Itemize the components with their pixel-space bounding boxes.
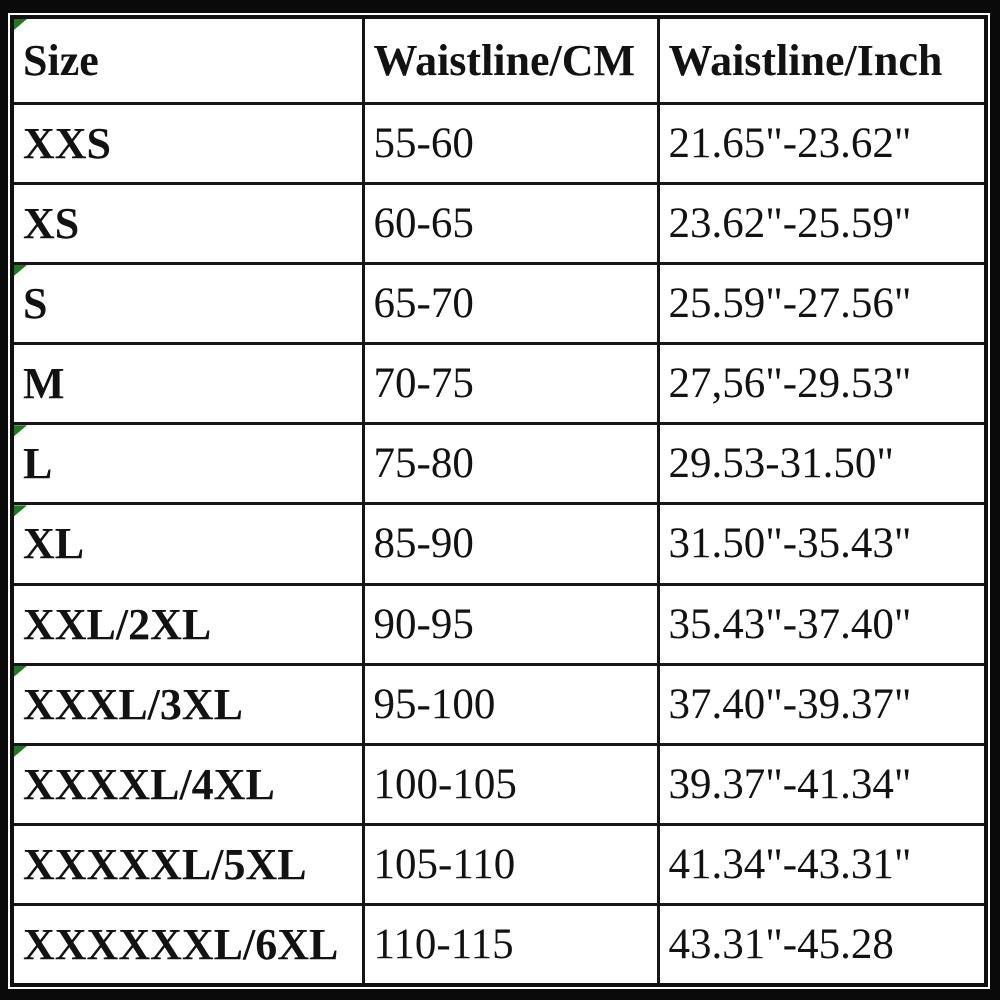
table-row: XS 60-65 23.62"-25.59" (10, 181, 988, 265)
size-label: L (23, 439, 53, 489)
size-cell: M (10, 342, 365, 426)
size-label: XXL/2XL (23, 599, 212, 649)
corner-marker-icon (15, 20, 27, 30)
waistline-cm-cell: 60-65 (361, 181, 660, 265)
waistline-cm-cell: 55-60 (361, 101, 660, 185)
table-row: M 70-75 27,56"-29.53" (10, 342, 988, 426)
size-cell: XXXXL/4XL (10, 742, 365, 827)
size-label: XL (23, 519, 85, 569)
waistline-inch-cell: 23.62"-25.59" (656, 181, 988, 265)
size-cell: XXL/2XL (10, 582, 365, 666)
waistline-inch-cell: 41.34"-43.31" (656, 823, 988, 907)
column-header-waistline-cm: Waistline/CM (361, 15, 660, 105)
waistline-cm-cell: 65-70 (361, 261, 660, 346)
waistline-inch-cell: 27,56"-29.53" (656, 342, 988, 426)
waistline-cm-cell: 95-100 (361, 662, 660, 746)
size-cell: XS (10, 181, 365, 265)
waistline-cm-cell: 70-75 (361, 342, 660, 426)
column-header-waistline-inch: Waistline/Inch (656, 15, 988, 105)
size-cell: XXXXXL/5XL (10, 823, 365, 907)
table-row: XXXXL/4XL 100-105 39.37"-41.34" (10, 742, 988, 827)
corner-marker-icon (15, 747, 27, 757)
corner-marker-icon (15, 667, 27, 677)
waistline-cm-cell: 110-115 (361, 903, 660, 987)
size-cell: XXXXXXL/6XL (10, 903, 365, 987)
column-header-label: Waistline/CM (373, 35, 636, 85)
waistline-inch-cell: 29.53-31.50" (656, 422, 988, 506)
size-cell: XXS (10, 101, 365, 185)
waistline-inch-cell: 35.43"-37.40" (656, 582, 988, 666)
header-row: Size Waistline/CM Waistline/Inch (10, 15, 988, 105)
size-label: XXXXXL/5XL (23, 840, 307, 890)
size-label: XXS (23, 118, 112, 168)
waistline-inch-cell: 21.65"-23.62" (656, 101, 988, 185)
waistline-inch-cell: 25.59"-27.56" (656, 261, 988, 346)
column-header-size: Size (10, 15, 365, 105)
size-label: XXXXXXL/6XL (23, 920, 339, 970)
size-chart-table: Size Waistline/CM Waistline/Inch XXS 55-… (10, 15, 988, 987)
size-cell: L (10, 422, 365, 506)
table-row: XXL/2XL 90-95 35.43"-37.40" (10, 582, 988, 666)
size-label: M (23, 359, 65, 409)
table-row: S 65-70 25.59"-27.56" (10, 261, 988, 346)
waistline-inch-cell: 37.40"-39.37" (656, 662, 988, 746)
size-label: XXXXL/4XL (23, 759, 275, 809)
waistline-cm-cell: 85-90 (361, 502, 660, 586)
column-header-label: Waistline/Inch (668, 35, 943, 85)
table-row: XXXXXXL/6XL 110-115 43.31"-45.28 (10, 903, 988, 987)
waistline-inch-cell: 39.37"-41.34" (656, 742, 988, 827)
size-cell: S (10, 261, 365, 346)
waistline-cm-cell: 105-110 (361, 823, 660, 907)
table-row: XXXL/3XL 95-100 37.40"-39.37" (10, 662, 988, 746)
table-row: XL 85-90 31.50"-35.43" (10, 502, 988, 586)
table-row: L 75-80 29.53-31.50" (10, 422, 988, 506)
column-header-label: Size (23, 35, 99, 85)
size-cell: XXXL/3XL (10, 662, 365, 746)
size-label: S (23, 278, 48, 328)
size-chart-panel: Size Waistline/CM Waistline/Inch XXS 55-… (8, 13, 990, 989)
corner-marker-icon (15, 426, 27, 437)
waistline-cm-cell: 100-105 (361, 742, 660, 827)
size-cell: XL (10, 502, 365, 586)
table-row: XXS 55-60 21.65"-23.62" (10, 101, 988, 185)
waistline-inch-cell: 31.50"-35.43" (656, 502, 988, 586)
waistline-cm-cell: 75-80 (361, 422, 660, 506)
waistline-cm-cell: 90-95 (361, 582, 660, 666)
corner-marker-icon (15, 506, 27, 517)
waistline-inch-cell: 43.31"-45.28 (656, 903, 988, 987)
corner-marker-icon (15, 266, 27, 276)
size-label: XS (23, 198, 80, 248)
size-label: XXXL/3XL (23, 679, 244, 729)
table-row: XXXXXL/5XL 105-110 41.34"-43.31" (10, 823, 988, 907)
